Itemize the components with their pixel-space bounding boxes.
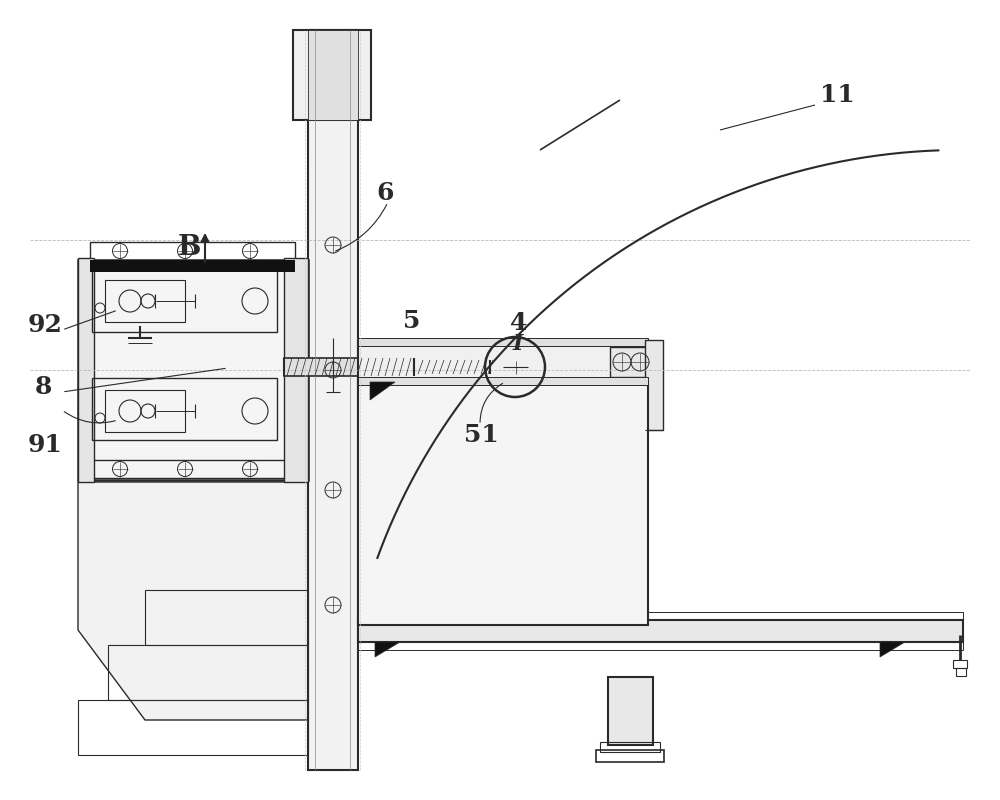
Polygon shape <box>880 642 905 657</box>
Bar <box>596 750 664 762</box>
Bar <box>503 361 527 374</box>
Bar <box>358 612 963 620</box>
Bar <box>358 620 963 642</box>
Text: 92: 92 <box>28 313 63 337</box>
Bar <box>284 358 414 376</box>
Text: 11: 11 <box>820 83 855 107</box>
Bar <box>308 30 358 120</box>
Bar <box>308 30 358 770</box>
Bar <box>105 390 185 432</box>
Bar <box>600 742 660 752</box>
Bar <box>92 378 277 440</box>
Text: 4: 4 <box>510 311 527 335</box>
Bar <box>610 347 648 377</box>
Bar <box>953 660 967 668</box>
Text: 8: 8 <box>35 375 52 399</box>
Bar <box>358 379 648 384</box>
Bar <box>358 342 648 382</box>
Bar <box>358 382 648 625</box>
Text: 6: 6 <box>376 181 393 205</box>
Bar <box>415 360 495 374</box>
Bar <box>78 260 308 480</box>
Polygon shape <box>370 382 395 400</box>
Bar <box>90 242 295 260</box>
Text: 5: 5 <box>403 309 420 333</box>
Polygon shape <box>375 642 400 657</box>
Bar <box>358 338 648 346</box>
Polygon shape <box>78 482 308 720</box>
Bar <box>90 460 295 478</box>
Bar <box>608 677 653 745</box>
Bar <box>90 260 295 272</box>
Bar <box>108 645 308 700</box>
Bar <box>645 340 663 430</box>
Bar <box>293 30 371 120</box>
Text: B: B <box>178 234 201 261</box>
Bar <box>284 258 308 482</box>
Bar <box>358 377 648 385</box>
Bar <box>78 258 94 482</box>
Text: 91: 91 <box>28 433 63 457</box>
Bar <box>92 270 277 332</box>
Bar <box>956 668 966 676</box>
Text: I: I <box>513 333 523 355</box>
Bar <box>78 700 308 755</box>
Text: 51: 51 <box>464 423 499 447</box>
Bar <box>358 642 963 650</box>
Bar <box>105 280 185 322</box>
Bar <box>145 590 308 645</box>
